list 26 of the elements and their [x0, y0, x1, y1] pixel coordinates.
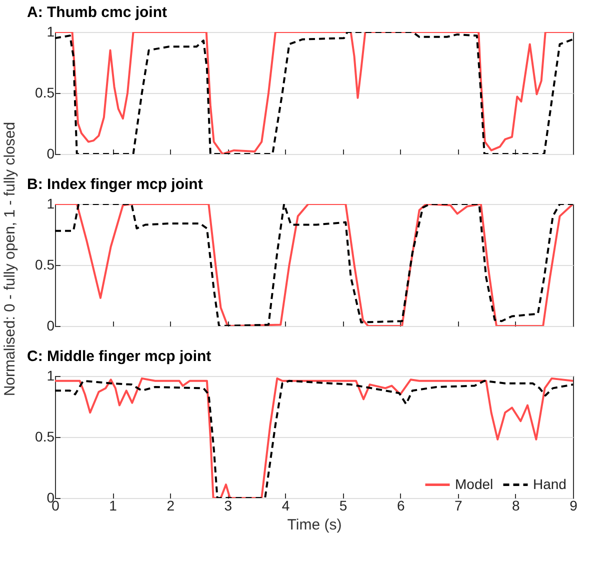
legend-label: Hand: [533, 476, 566, 492]
x-tick-label: 2: [166, 498, 175, 514]
line-series: [55, 32, 573, 154]
y-tick-label: 1: [46, 196, 55, 212]
y-tick-label: 0.5: [35, 256, 55, 272]
x-axis-title: Time (s): [287, 516, 342, 534]
chart-title: B: Index finger mcp joint: [27, 176, 203, 193]
x-tick-label: 7: [454, 498, 462, 514]
y-tick-label: 0.5: [35, 428, 55, 444]
y-tick-label: 0: [46, 146, 55, 162]
y-tick-label: 0: [46, 318, 55, 334]
chart-title: C: Middle finger mcp joint: [27, 348, 212, 365]
x-tick-label: 6: [396, 498, 405, 514]
y-axis-title: Normalised: 0 - fully open, 1 - fully closed: [2, 121, 18, 396]
chart-title: A: Thumb cmc joint: [27, 4, 167, 21]
x-tick-label: 8: [512, 498, 520, 514]
x-tick-label: 1: [109, 498, 118, 514]
x-tick-label: 5: [339, 498, 348, 514]
legend-label: Model: [455, 476, 494, 492]
x-tick-label: 4: [282, 498, 290, 514]
line-series: [55, 204, 573, 326]
y-tick-label: 1: [46, 24, 55, 40]
x-tick-label: 3: [224, 498, 232, 514]
x-tick-label: 9: [570, 498, 578, 514]
y-tick-label: 0.5: [35, 84, 55, 100]
y-tick-label: 1: [46, 368, 55, 384]
